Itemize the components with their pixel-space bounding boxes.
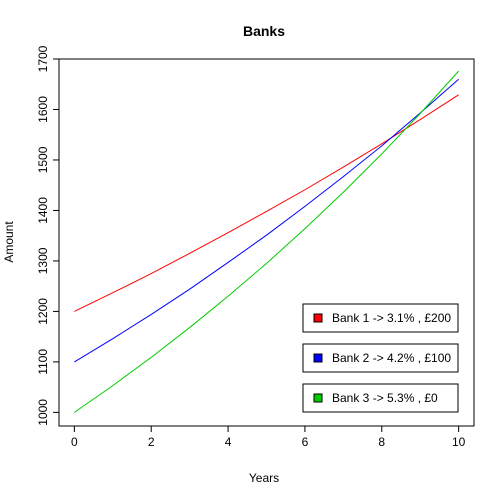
x-tick-label: 6	[302, 435, 309, 449]
x-tick-label: 10	[452, 435, 466, 449]
x-tick-label: 0	[71, 435, 78, 449]
series-line-bank-2	[74, 78, 459, 363]
series-layer	[74, 70, 460, 413]
y-tick-label: 1600	[36, 96, 50, 123]
x-axis: 0 2 4 6 8 10	[71, 425, 466, 449]
y-tick-label: 1700	[36, 45, 50, 72]
legend: Bank 1 -> 3.1% , £200 Bank 2 -> 4.2% , £1…	[302, 303, 459, 413]
y-axis-label: Amount	[2, 221, 16, 263]
legend-box	[302, 303, 459, 333]
series-line-bank-3	[74, 70, 460, 413]
legend-swatch	[313, 353, 323, 363]
x-axis-label: Years	[249, 471, 279, 485]
legend-item-bank-1: Bank 1 -> 3.1% , £200	[302, 303, 459, 333]
x-tick-label: 4	[225, 435, 232, 449]
legend-swatch	[313, 393, 323, 403]
x-tick-label: 8	[378, 435, 385, 449]
legend-item-bank-2: Bank 2 -> 4.2% , £100	[302, 343, 459, 373]
y-tick-label: 1000	[36, 399, 50, 426]
legend-label: Bank 3 -> 5.3% , £0	[332, 391, 438, 405]
x-tick-label: 2	[148, 435, 155, 449]
y-tick-label: 1100	[36, 349, 50, 375]
y-tick-label: 1500	[36, 146, 50, 173]
legend-swatch	[313, 313, 323, 323]
legend-box	[302, 383, 459, 413]
chart-title: Banks	[243, 23, 285, 39]
legend-item-bank-3: Bank 3 -> 5.3% , £0	[302, 383, 459, 413]
legend-box	[302, 343, 459, 373]
y-tick-label: 1200	[36, 298, 50, 325]
y-tick-label: 1400	[36, 197, 50, 224]
series-line-bank-1	[74, 94, 459, 312]
y-axis: 1000 1100 1200 1300 1400 1500 1600 1700	[36, 45, 60, 426]
legend-label: Bank 1 -> 3.1% , £200	[332, 311, 451, 325]
y-tick-label: 1300	[36, 247, 50, 274]
legend-label: Bank 2 -> 4.2% , £100	[332, 351, 451, 365]
